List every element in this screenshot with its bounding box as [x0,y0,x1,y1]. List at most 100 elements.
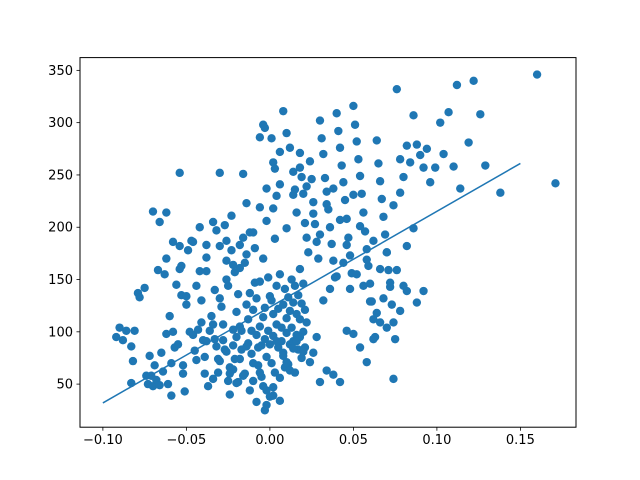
data-point [312,332,321,342]
y-tick-label: 150 [48,273,73,288]
data-point [259,312,268,322]
data-point [168,237,178,247]
data-point [168,327,178,337]
data-point [357,189,366,198]
data-point [282,128,291,138]
data-point [481,161,490,170]
data-point [215,294,224,303]
data-point [242,342,251,351]
data-point [452,80,462,90]
data-point [339,258,348,267]
data-point [222,275,231,284]
data-point [264,273,273,282]
data-point [218,335,228,345]
data-point [175,264,184,274]
data-point [212,342,221,351]
y-tick-label: 200 [48,221,73,236]
data-point [285,143,295,152]
data-point [329,370,338,379]
data-point [265,392,275,401]
data-points [112,70,560,415]
data-point [342,214,351,224]
data-point [374,159,383,168]
data-point [127,342,136,351]
data-point [178,361,188,370]
data-point [212,226,221,235]
data-point [188,330,198,340]
data-point [464,138,473,147]
data-point [335,143,345,152]
data-point [252,294,261,303]
data-point [242,198,251,208]
data-point [289,344,298,353]
data-point [369,334,378,344]
data-point [342,326,351,335]
data-point [375,177,385,186]
data-point [419,286,428,296]
data-point [375,318,385,327]
data-point [402,241,412,251]
data-point [247,349,256,358]
data-point [409,111,418,120]
data-point [372,136,381,145]
data-point [307,174,316,184]
y-axis-ticks: 50 100 150 200 250 300 350 [48,64,80,393]
data-point [215,168,224,178]
data-point [213,368,223,377]
data-point [267,358,276,368]
data-point [337,161,346,170]
data-point [309,197,318,207]
data-point [352,270,361,279]
data-point [295,148,305,158]
data-point [128,356,138,366]
data-point [228,260,238,270]
data-point [238,371,248,380]
data-point [188,237,198,247]
data-point [270,368,280,377]
data-point [287,275,296,284]
data-point [260,123,270,133]
data-point [162,329,171,339]
data-point [262,184,271,193]
data-point [314,254,323,263]
plot-frame [79,57,577,428]
data-point [200,369,209,378]
data-point [200,352,209,362]
data-point [322,187,331,196]
data-point [272,191,281,201]
data-point [269,158,278,167]
data-point [345,284,355,294]
data-point [315,116,325,125]
data-point [362,245,371,254]
data-point [163,379,173,389]
data-point [496,188,505,197]
data-point [227,211,236,220]
data-point [217,302,226,311]
data-point [227,246,236,255]
data-point [112,332,121,342]
data-point [302,182,311,191]
data-point [399,172,408,182]
data-point [389,318,398,327]
data-point [402,141,412,150]
data-point [270,234,280,243]
data-point [232,378,241,388]
data-point [202,337,211,346]
data-point [222,256,231,265]
data-point [259,382,268,391]
data-point [349,190,358,200]
data-point [327,239,336,249]
data-point [302,318,311,327]
data-point [173,340,183,349]
data-point [345,251,355,260]
data-point [270,164,280,173]
data-point [223,376,233,386]
data-point [297,299,306,308]
data-point [290,281,300,290]
data-point [532,70,542,79]
data-point [322,200,331,209]
data-point [422,144,432,153]
data-point [255,277,265,286]
data-point [165,311,174,321]
